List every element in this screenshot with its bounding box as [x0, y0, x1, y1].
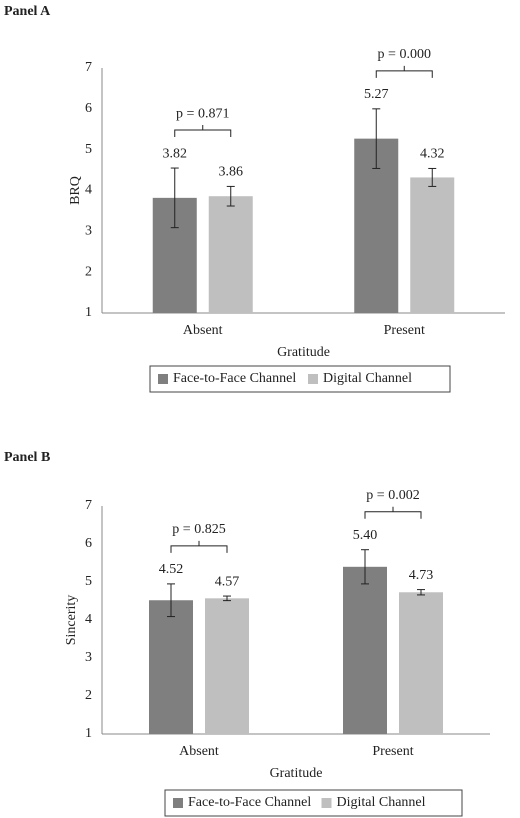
y-axis-label: Sincerity [64, 595, 79, 646]
x-axis-label: Gratitude [270, 766, 323, 781]
legend-swatch [308, 374, 318, 384]
y-tick-label: 5 [85, 574, 92, 589]
panel-title: Panel B [4, 450, 50, 465]
bracket [364, 506, 422, 519]
x-axis-label: Gratitude [277, 345, 330, 360]
y-tick-label: 2 [85, 688, 92, 703]
legend-frame [164, 789, 463, 817]
error-bar [372, 108, 381, 169]
y-tick-label: 3 [85, 224, 92, 239]
x-tick-label: Present [372, 744, 413, 759]
x-tick-label: Absent [183, 323, 223, 338]
p-value: p = 0.002 [366, 488, 419, 503]
value-label: 4.32 [420, 147, 445, 162]
y-tick-label: 2 [85, 264, 92, 279]
legend-swatch [158, 374, 168, 384]
y-axis-label: BRQ [68, 176, 83, 205]
y-tick-label: 7 [85, 60, 92, 75]
legend-label: Face-to-Face Channel [188, 795, 311, 810]
bar [205, 598, 249, 734]
legend-label: Digital Channel [323, 371, 412, 386]
p-value: p = 0.871 [176, 106, 229, 121]
value-label: 4.57 [215, 574, 240, 589]
legend-frame [149, 365, 451, 393]
error-bar [361, 549, 369, 585]
y-tick-label: 1 [85, 726, 92, 741]
p-value: p = 0.000 [378, 47, 431, 62]
bar [343, 566, 387, 734]
bracket [170, 540, 228, 553]
y-tick-label: 1 [85, 305, 92, 320]
value-label: 3.86 [219, 165, 244, 180]
panel-title: Panel A [4, 4, 51, 19]
p-value: p = 0.825 [172, 522, 225, 537]
value-label: 3.82 [163, 146, 188, 161]
x-tick-label: Absent [179, 744, 219, 759]
bar [149, 600, 193, 734]
value-label: 5.40 [353, 528, 378, 543]
value-label: 4.52 [159, 562, 184, 577]
bar [208, 196, 253, 313]
x-tick-label: Present [384, 323, 425, 338]
legend-swatch [321, 798, 332, 808]
y-tick-label: 4 [85, 612, 92, 627]
error-bar [167, 583, 175, 618]
y-tick-label: 3 [85, 650, 92, 665]
y-tick-label: 7 [85, 498, 92, 513]
error-bar [226, 185, 235, 207]
y-tick-label: 4 [85, 183, 92, 198]
value-label: 4.73 [409, 568, 434, 583]
legend-swatch [173, 798, 183, 808]
error-bar [223, 595, 231, 602]
value-label: 5.27 [364, 87, 389, 102]
legend-label: Digital Channel [337, 795, 426, 810]
y-tick-label: 6 [85, 101, 92, 116]
bar [399, 592, 443, 734]
y-tick-label: 6 [85, 536, 92, 551]
bar [410, 177, 455, 313]
bracket [375, 65, 433, 78]
error-bar [428, 167, 437, 187]
y-tick-label: 5 [85, 142, 92, 157]
error-bar [170, 167, 179, 229]
error-bar [417, 589, 425, 596]
bracket [174, 125, 232, 138]
legend-label: Face-to-Face Channel [173, 371, 296, 386]
